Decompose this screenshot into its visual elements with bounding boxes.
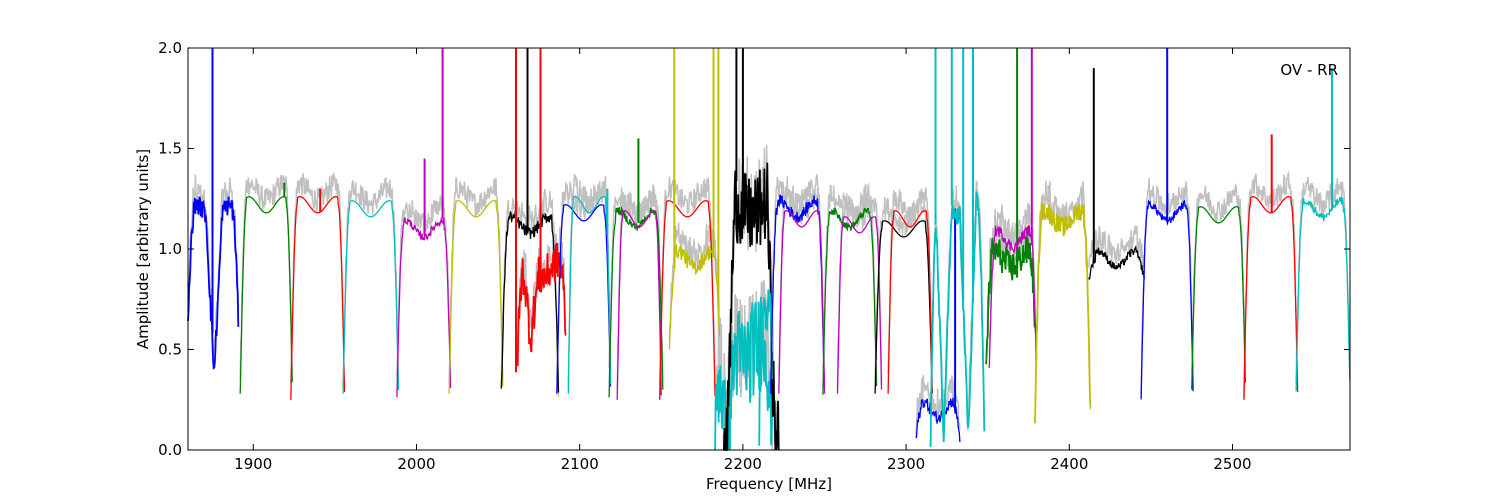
series-line-6 bbox=[500, 210, 560, 393]
series-line-22 bbox=[887, 210, 933, 394]
series-line-21 bbox=[874, 220, 933, 394]
series-line-5 bbox=[448, 200, 504, 394]
background-trace-21 bbox=[874, 196, 933, 381]
series-line-12 bbox=[659, 200, 716, 400]
x-axis-label: Frequency [MHz] bbox=[706, 475, 832, 493]
series-line-9 bbox=[567, 196, 612, 394]
background-trace-17 bbox=[769, 174, 826, 385]
series-line-28 bbox=[1088, 245, 1145, 280]
series-line-31 bbox=[1243, 196, 1299, 400]
series-line-8 bbox=[556, 204, 612, 394]
y-tick-label-4: 2.0 bbox=[158, 39, 182, 57]
series-line-19 bbox=[822, 207, 878, 395]
x-tick-label-5: 2400 bbox=[1050, 455, 1088, 473]
y-tick-label-2: 1.0 bbox=[158, 240, 182, 258]
background-trace-16 bbox=[758, 270, 773, 438]
series-line-17 bbox=[769, 194, 825, 394]
series-line-18 bbox=[778, 210, 826, 394]
x-tick-label-2: 2100 bbox=[561, 455, 599, 473]
series-line-4 bbox=[396, 216, 452, 398]
background-trace-5 bbox=[448, 176, 504, 384]
series-line-3 bbox=[342, 200, 400, 394]
background-trace-3 bbox=[342, 176, 400, 387]
background-trace-12 bbox=[658, 176, 716, 396]
tick-layer: 1900 2000 2100 2200 2300 2400 2500 0.0 0.5 1.0 1.5… bbox=[158, 39, 1350, 473]
x-tick-label-0: 1900 bbox=[234, 455, 272, 473]
series-line-11 bbox=[616, 210, 662, 400]
series-line-29 bbox=[1140, 199, 1194, 400]
background-trace-28 bbox=[1088, 225, 1145, 270]
series-line-14 bbox=[714, 301, 774, 451]
x-tick-label-6: 2500 bbox=[1213, 455, 1251, 473]
series-line-13 bbox=[668, 243, 721, 350]
y-tick-label-0: 0.0 bbox=[158, 441, 182, 459]
series-line-2 bbox=[290, 196, 346, 400]
background-trace-26 bbox=[988, 202, 1037, 352]
background-trace-32 bbox=[1295, 176, 1351, 384]
y-axis-label: Amplitude [arbitrary units] bbox=[134, 149, 152, 349]
x-tick-label-3: 2200 bbox=[724, 455, 762, 473]
series-line-1 bbox=[239, 196, 293, 394]
background-trace-22 bbox=[887, 187, 933, 384]
series-layer bbox=[187, 48, 1351, 451]
y-tick-label-3: 1.5 bbox=[158, 140, 182, 158]
series-line-26 bbox=[988, 225, 1037, 368]
series-line-27 bbox=[1034, 202, 1092, 424]
series-line-16 bbox=[758, 289, 773, 446]
series-line-0 bbox=[187, 196, 240, 370]
series-line-20 bbox=[836, 216, 883, 394]
series-line-30 bbox=[1191, 206, 1247, 390]
background-trace-23 bbox=[915, 375, 961, 439]
series-line-10 bbox=[608, 205, 664, 398]
background-trace-27 bbox=[1034, 180, 1092, 410]
plot-annotation: OV - RR bbox=[1280, 61, 1338, 79]
y-tick-label-1: 0.5 bbox=[158, 341, 182, 359]
series-line-15 bbox=[723, 162, 780, 451]
series-line-32 bbox=[1295, 196, 1351, 392]
background-trace-30 bbox=[1190, 182, 1247, 373]
background-trace-19 bbox=[822, 181, 878, 369]
x-tick-label-1: 2000 bbox=[397, 455, 435, 473]
x-tick-label-4: 2300 bbox=[887, 455, 925, 473]
series-line-7 bbox=[516, 242, 567, 366]
background-trace-9 bbox=[567, 174, 612, 388]
background-trace-2 bbox=[290, 172, 346, 385]
background-trace-1 bbox=[239, 174, 293, 379]
series-line-23 bbox=[915, 397, 961, 443]
series-line-24 bbox=[929, 191, 986, 448]
